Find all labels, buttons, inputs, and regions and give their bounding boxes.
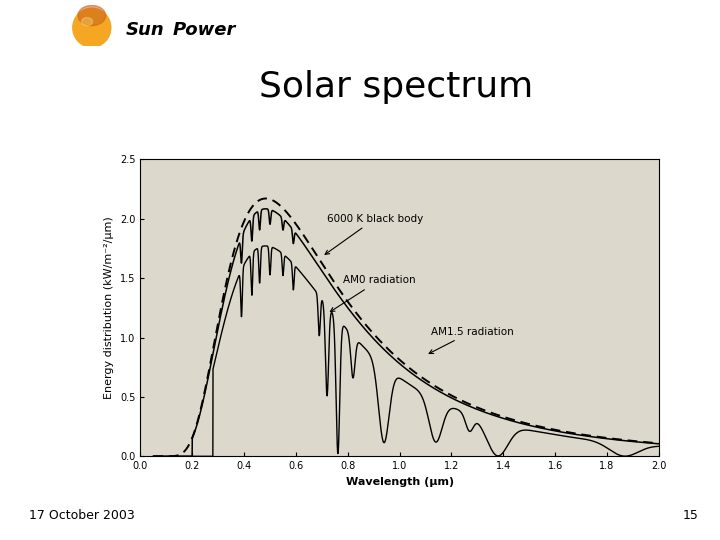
Ellipse shape [81,18,93,25]
Text: 6000 K black body: 6000 K black body [325,214,423,254]
Text: AM1.5 radiation: AM1.5 radiation [429,327,513,354]
Text: Solar spectrum: Solar spectrum [259,70,533,104]
Text: AM0 radiation: AM0 radiation [330,275,415,312]
Ellipse shape [78,5,106,25]
X-axis label: Wavelength (μm): Wavelength (μm) [346,477,454,487]
Text: Sun: Sun [126,21,165,39]
Circle shape [73,8,111,47]
Text: Power: Power [173,21,236,39]
Text: 17 October 2003: 17 October 2003 [29,509,135,522]
Text: 15: 15 [683,509,698,522]
Y-axis label: Energy distribution (kW/m⁻²/μm): Energy distribution (kW/m⁻²/μm) [104,217,114,399]
